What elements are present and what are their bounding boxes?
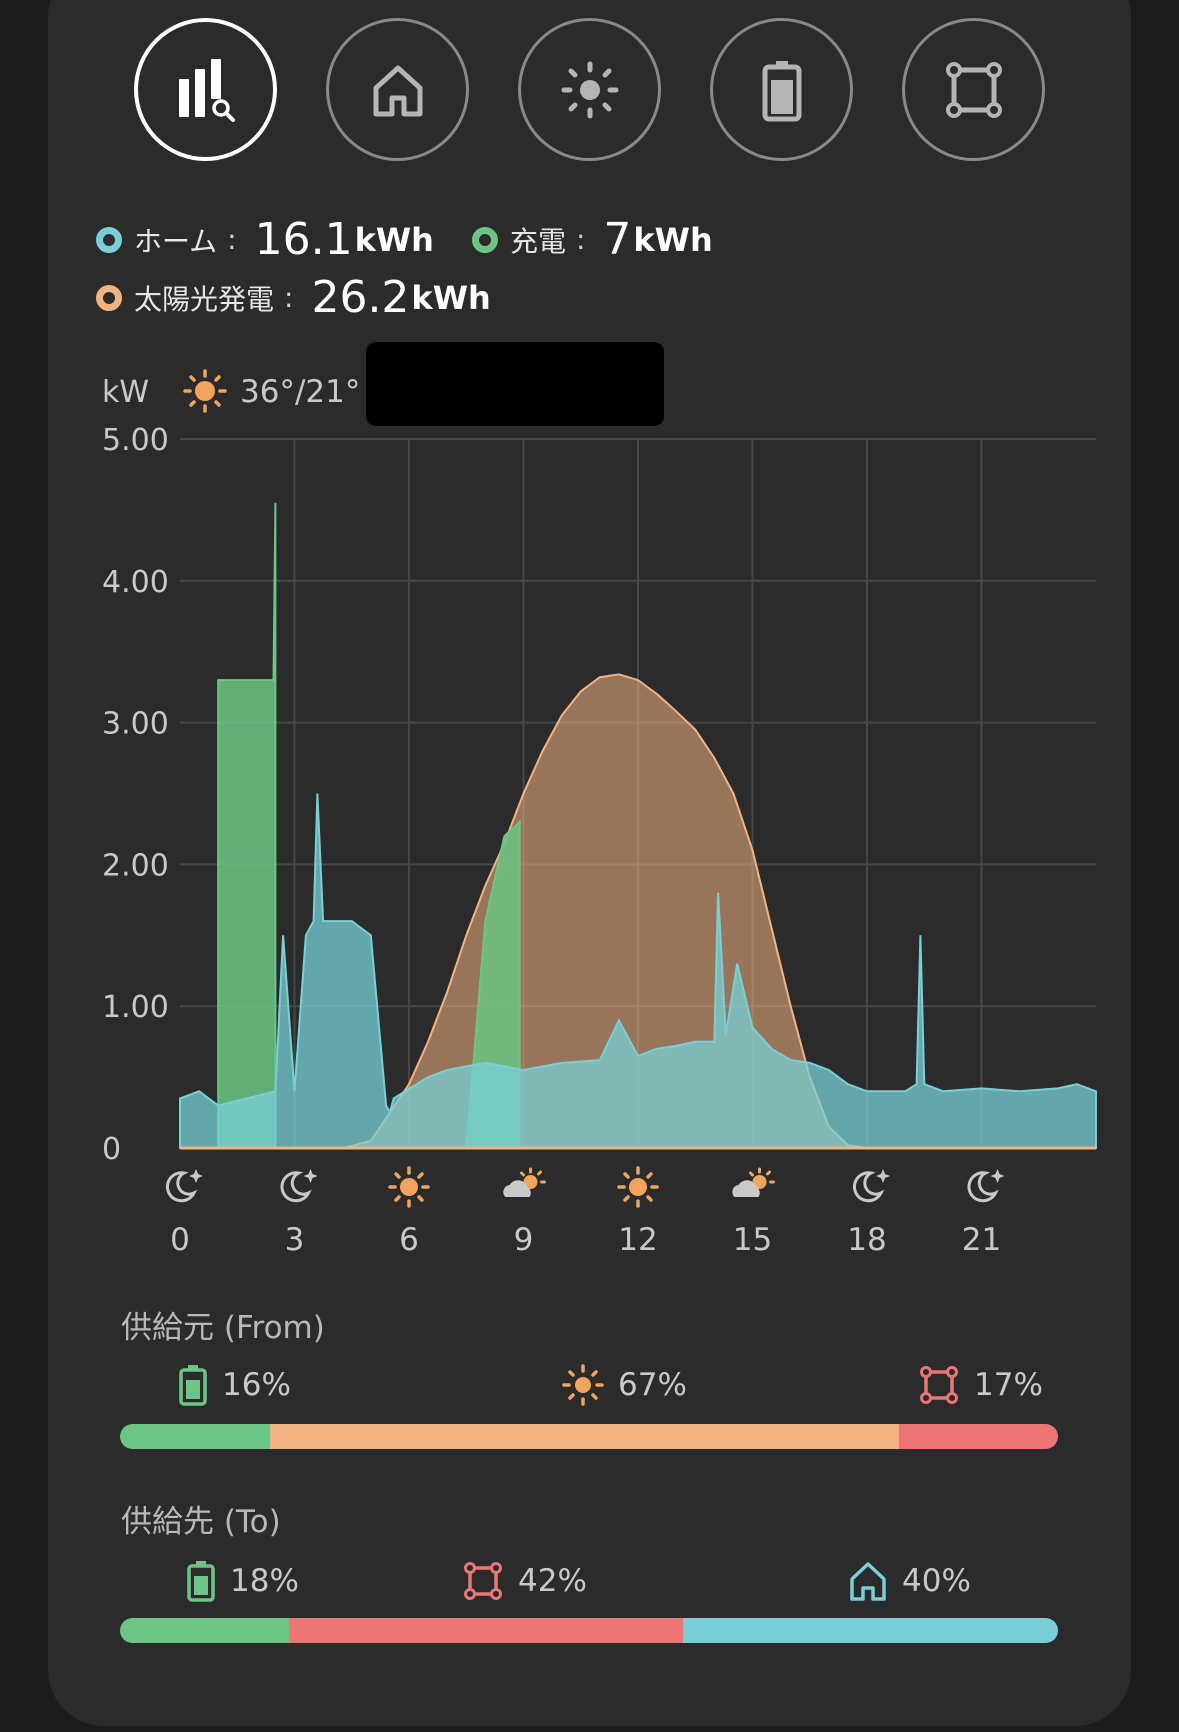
from-segment-0 xyxy=(120,1424,271,1449)
y-unit-label: kW xyxy=(102,375,149,410)
nav-battery-button[interactable] xyxy=(710,18,853,161)
x-tick-label: 6 xyxy=(399,1222,419,1258)
from-battery-pct: 16% xyxy=(222,1367,291,1403)
summary-row-1: ホーム : 16.1 kWh 充電 : 7 kWh xyxy=(96,214,713,265)
home-separator: : xyxy=(227,223,237,256)
charge-value: 7 xyxy=(603,214,632,265)
grid-icon xyxy=(945,61,1002,118)
moon-icon xyxy=(967,1169,1005,1203)
temperature-range: 36°/21° xyxy=(240,374,360,410)
from-segment-1 xyxy=(270,1424,899,1449)
charge-legend-dot xyxy=(471,226,498,253)
x-tick-label: 15 xyxy=(733,1222,772,1258)
grid-icon xyxy=(464,1562,502,1600)
from-solar-item: 67% xyxy=(562,1364,687,1406)
from-distribution-bar xyxy=(120,1424,1058,1449)
partly-cloudy-icon xyxy=(732,1167,775,1197)
home-icon xyxy=(373,65,422,116)
from-segment-2 xyxy=(898,1424,1058,1449)
from-grid-pct: 17% xyxy=(974,1367,1043,1403)
x-tick-label: 0 xyxy=(170,1222,190,1258)
home-legend-dot xyxy=(96,226,122,253)
sun-icon xyxy=(561,61,618,118)
y-tick-label: 3.00 xyxy=(102,707,169,742)
y-tick-label: 4.00 xyxy=(102,565,169,600)
home-icon xyxy=(850,1562,886,1601)
grid-icon xyxy=(920,1366,958,1404)
to-distribution-bar xyxy=(120,1618,1058,1643)
from-grid-item: 17% xyxy=(918,1364,1043,1406)
from-battery-item: 16% xyxy=(178,1364,291,1406)
to-home-pct: 40% xyxy=(902,1563,971,1599)
redacted-area xyxy=(366,342,664,426)
to-segment-1 xyxy=(288,1618,683,1643)
nav-grid-button[interactable] xyxy=(902,18,1045,161)
nav-stats-button[interactable] xyxy=(134,18,277,161)
charge-unit: kWh xyxy=(633,220,713,259)
power-chart: kW 36°/21° 5.00 4.00 3.00 2.00 1.00 0 0 3 6 9 12 15… xyxy=(102,369,1097,1258)
charge-label: 充電 xyxy=(509,224,566,258)
x-tick-label: 3 xyxy=(285,1222,305,1258)
battery-icon xyxy=(762,60,801,121)
charge-separator: : xyxy=(575,223,586,256)
sun-icon xyxy=(562,1364,604,1406)
nav-home-button[interactable] xyxy=(326,18,469,161)
battery-icon xyxy=(179,1365,207,1406)
y-tick-label: 5.00 xyxy=(102,423,169,458)
to-segment-2 xyxy=(682,1618,1058,1643)
y-tick-label: 2.00 xyxy=(102,848,169,883)
x-tick-label: 18 xyxy=(847,1222,886,1258)
to-battery-pct: 18% xyxy=(230,1563,299,1599)
from-section-label: 供給元 (From) xyxy=(121,1310,325,1346)
y-tick-label: 1.00 xyxy=(102,990,169,1025)
battery-icon xyxy=(187,1561,215,1602)
solar-value: 26.2 xyxy=(311,272,410,323)
to-battery-item: 18% xyxy=(186,1560,299,1602)
to-home-item: 40% xyxy=(848,1560,971,1602)
summary-row-2: 太陽光発電 : 26.2 kWh xyxy=(96,272,491,323)
home-unit: kWh xyxy=(354,220,434,259)
home-label: ホーム xyxy=(134,224,218,258)
partly-cloudy-icon xyxy=(503,1167,546,1197)
bar-chart-search-icon xyxy=(178,58,235,122)
moon-icon xyxy=(165,1169,203,1203)
weather-sun-icon xyxy=(183,369,227,413)
x-tick-label: 21 xyxy=(962,1222,1001,1258)
to-section-label: 供給先 (To) xyxy=(121,1504,281,1540)
to-segment-0 xyxy=(120,1618,289,1643)
home-value: 16.1 xyxy=(254,214,353,265)
nav-solar-button[interactable] xyxy=(518,18,661,161)
moon-icon xyxy=(852,1169,890,1203)
to-grid-item: 42% xyxy=(462,1560,587,1602)
solar-unit: kWh xyxy=(411,278,491,317)
home-series-area xyxy=(179,793,1097,1149)
solar-legend-dot xyxy=(96,284,122,311)
x-tick-label: 12 xyxy=(618,1222,657,1258)
from-solar-pct: 67% xyxy=(618,1367,687,1403)
sun-icon xyxy=(617,1166,659,1208)
solar-label: 太陽光発電 xyxy=(134,282,275,316)
solar-separator: : xyxy=(284,281,294,314)
sun-icon xyxy=(388,1166,430,1208)
to-grid-pct: 42% xyxy=(518,1563,587,1599)
moon-icon xyxy=(280,1169,318,1203)
x-tick-label: 9 xyxy=(514,1222,534,1258)
y-tick-label: 0 xyxy=(102,1132,121,1167)
